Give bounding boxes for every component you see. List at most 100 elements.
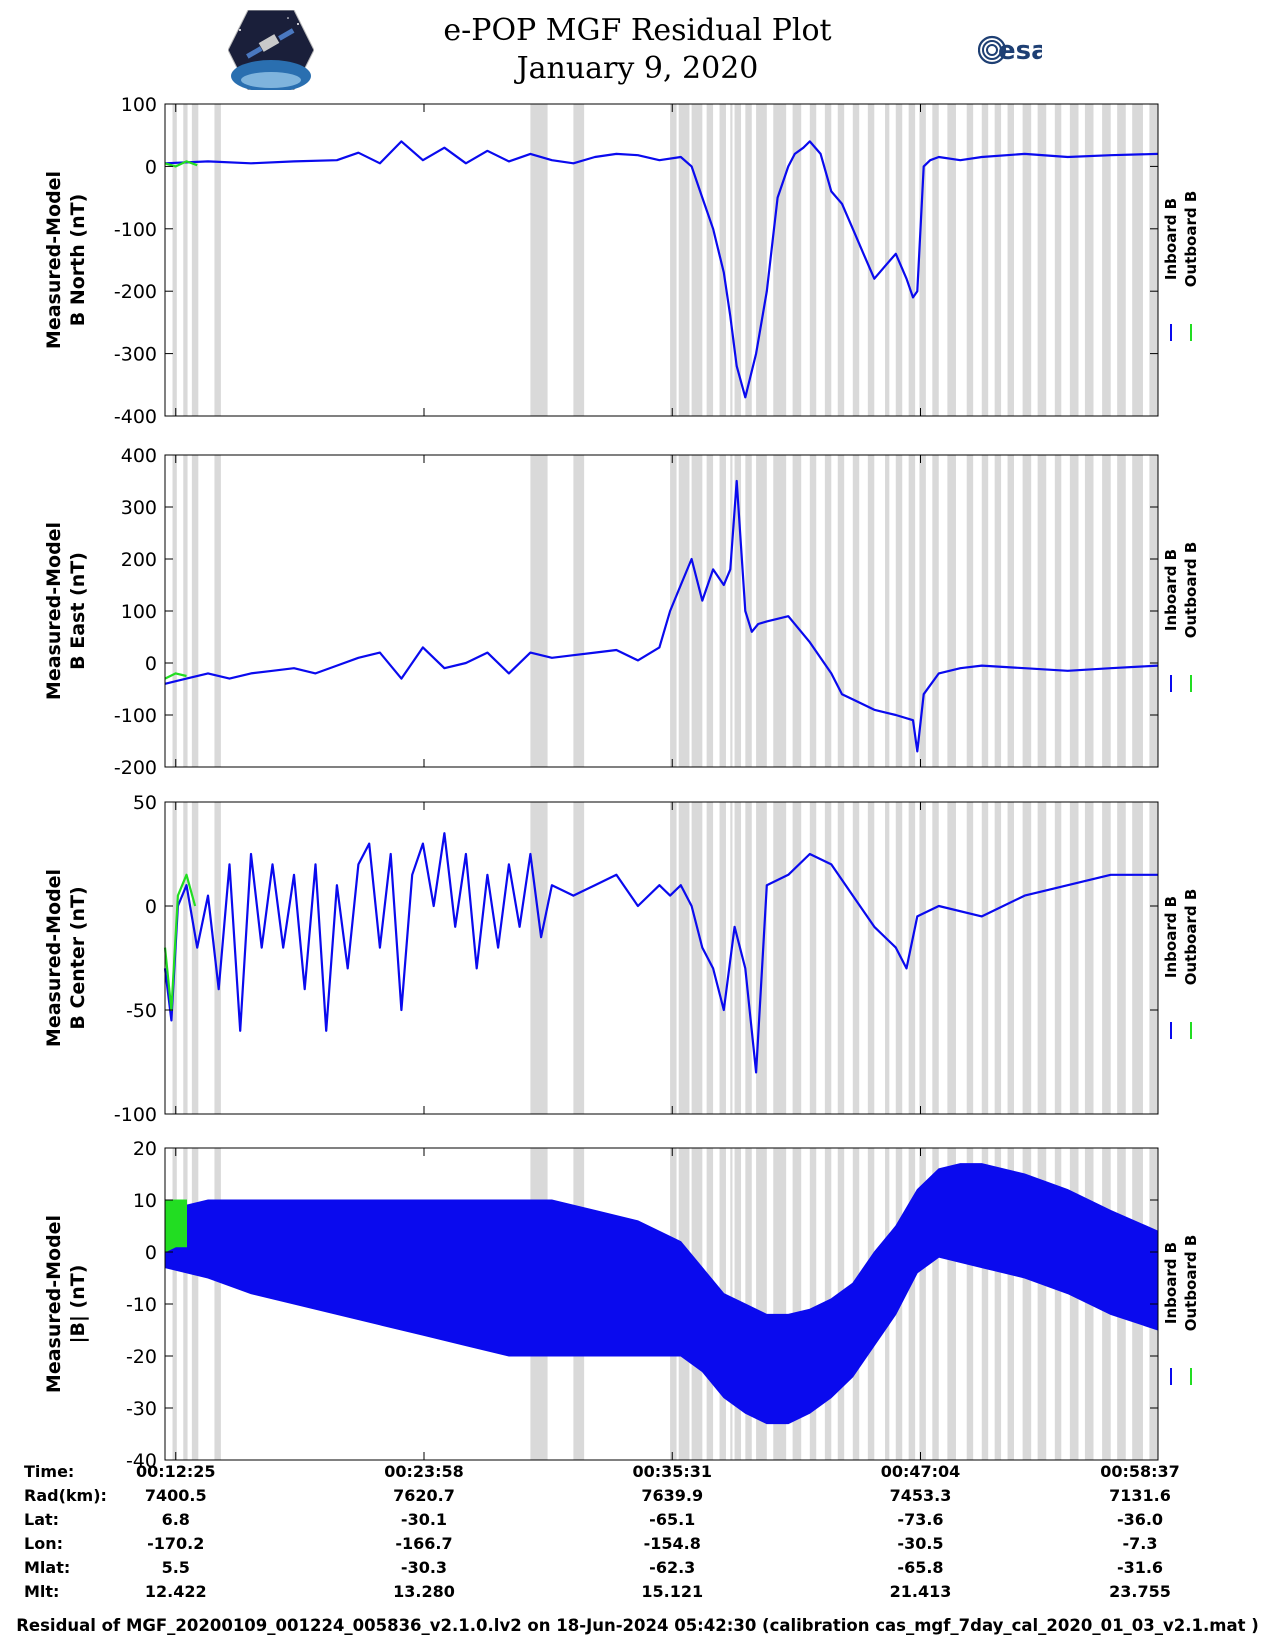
info-cell: -30.1 <box>400 1510 448 1529</box>
gap-shading <box>756 1148 767 1460</box>
gap-shading <box>1069 104 1079 416</box>
info-cell: 12.422 <box>144 1582 207 1601</box>
info-cell: -36.0 <box>1116 1510 1164 1529</box>
gap-shading <box>867 455 875 767</box>
gap-shading <box>1149 104 1158 416</box>
info-cell: 00:58:37 <box>1100 1462 1180 1481</box>
gap-shading <box>1022 802 1032 1114</box>
info-cell: -62.3 <box>649 1558 696 1577</box>
info-row: Lat: 6.8 -30.1 -65.1 -73.6 -36.0 <box>0 1510 1275 1534</box>
gap-shading <box>730 104 733 416</box>
gap-shading <box>947 802 956 1114</box>
y-tick-label: 50 <box>133 792 157 814</box>
gap-shading <box>730 455 733 767</box>
gap-shading <box>981 455 989 767</box>
gap-shading <box>885 455 890 767</box>
gap-shading <box>719 455 726 767</box>
info-cell: 23.755 <box>1109 1582 1171 1601</box>
gap-shading <box>1054 802 1062 1114</box>
y-tick-label: 300 <box>121 497 157 519</box>
gap-shading <box>530 455 548 767</box>
info-cell: 6.8 <box>161 1510 190 1529</box>
gap-shading <box>932 104 939 416</box>
info-cell: 13.280 <box>393 1582 455 1601</box>
info-row-label: Time: <box>24 1462 75 1481</box>
info-cell: -65.1 <box>649 1510 696 1529</box>
gap-shading <box>183 1148 188 1460</box>
gap-shading <box>773 802 787 1114</box>
gap-shading <box>895 802 903 1114</box>
gap-shading <box>1037 455 1047 767</box>
gap-shading <box>885 802 890 1114</box>
gap-shading <box>756 455 767 767</box>
info-cell: 7400.5 <box>144 1486 207 1505</box>
gap-shading <box>530 802 548 1114</box>
gap-shading <box>867 104 875 416</box>
esa-swirl-icon <box>978 35 1007 65</box>
gap-shading <box>908 104 916 416</box>
y-tick-label: -200 <box>114 757 157 779</box>
info-row-label: Mlt: <box>24 1582 60 1601</box>
gap-shading <box>773 104 787 416</box>
gap-shading <box>932 1148 939 1460</box>
gap-shading <box>678 802 690 1114</box>
gap-shading <box>191 104 199 416</box>
info-cell: -65.8 <box>897 1558 944 1577</box>
gap-shading <box>1117 104 1126 416</box>
gap-shading <box>867 802 875 1114</box>
y-tick-label: 10 <box>133 1190 157 1212</box>
panel-b-north: 100 0 -100 -200 -300 -400 Measured-Model B Nort… <box>43 94 1200 428</box>
y-axis-label: Measured-Model B East (nT) <box>43 522 89 700</box>
gap-shading <box>947 455 956 767</box>
legend-outboard-label: Outboard B <box>1182 1235 1200 1332</box>
y-axis-label-line: Measured-Model <box>43 869 65 1047</box>
y-axis-label: Measured-Model B Center (nT) <box>43 869 89 1047</box>
esa-logo: esa <box>978 35 1042 66</box>
gap-shading <box>981 104 989 416</box>
gap-shading <box>852 455 860 767</box>
gap-shading <box>885 104 890 416</box>
gap-shading <box>919 455 926 767</box>
gap-shading <box>1132 802 1143 1114</box>
legend-outboard-label: Outboard B <box>1182 542 1200 639</box>
gap-shading <box>919 1148 926 1460</box>
gap-shading <box>1022 1148 1032 1460</box>
legend-outboard-label: Outboard B <box>1182 889 1200 986</box>
gap-shading <box>809 104 817 416</box>
y-tick-label: 20 <box>133 1138 157 1160</box>
y-axis-label: Measured-Model |B| (nT) <box>43 1215 89 1393</box>
info-cell: 15.121 <box>641 1582 704 1601</box>
y-tick-label: -300 <box>114 344 157 366</box>
gap-shading <box>792 455 802 767</box>
y-axis-label: Measured-Model B North (nT) <box>43 171 89 349</box>
gap-shading <box>1037 1148 1047 1460</box>
inboard-series <box>163 832 1158 1074</box>
gap-shading <box>1132 104 1143 416</box>
y-tick-label: -40 <box>126 1450 157 1470</box>
gap-shading <box>1102 802 1111 1114</box>
gap-shading <box>745 455 752 767</box>
gap-shading <box>809 802 817 1114</box>
info-cell: -166.7 <box>395 1534 453 1553</box>
gap-shading <box>1117 802 1126 1114</box>
gap-shading <box>994 455 1002 767</box>
info-cell: -170.2 <box>147 1534 205 1553</box>
gap-shading <box>183 104 188 416</box>
cassiope-logo <box>228 10 314 90</box>
info-cell: 7620.7 <box>393 1486 455 1505</box>
gap-shading <box>1102 455 1111 767</box>
legend-inboard-label: Inboard B <box>1162 1242 1180 1324</box>
gap-shading <box>756 104 767 416</box>
y-tick-label: 400 <box>121 445 157 467</box>
gap-shading <box>214 104 221 416</box>
info-cell: -154.8 <box>643 1534 701 1553</box>
outboard-series <box>164 672 187 680</box>
y-tick-label: 0 <box>145 653 157 675</box>
info-row: Mlt: 12.422 13.280 15.121 21.413 23.755 <box>0 1582 1275 1606</box>
gap-shading <box>573 802 585 1114</box>
gap-shading <box>745 104 752 416</box>
info-cell: 7453.3 <box>889 1486 952 1505</box>
gap-shading <box>908 455 916 767</box>
y-tick-label: -10 <box>126 1294 157 1316</box>
